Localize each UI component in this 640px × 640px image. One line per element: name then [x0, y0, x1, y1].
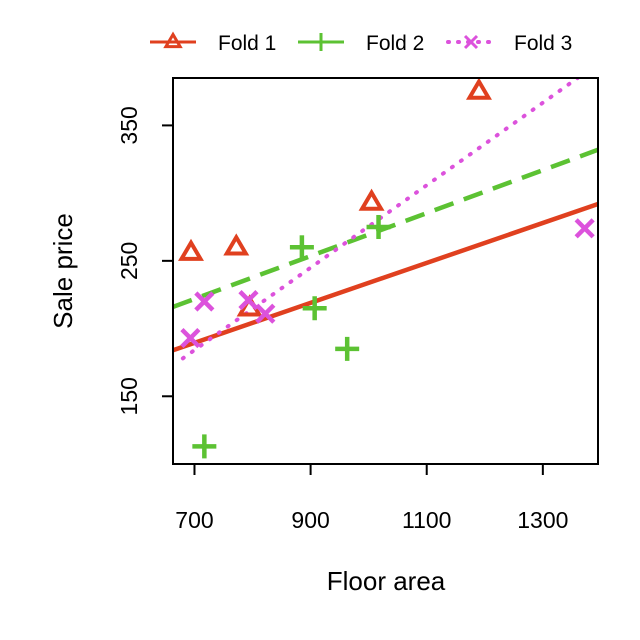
data-point-fold-1: [178, 238, 204, 261]
data-point-fold-2: [289, 235, 314, 260]
plot-area: [173, 78, 598, 459]
legend-label: Fold 1: [218, 32, 276, 55]
y-axis-title: Sale price: [48, 213, 78, 329]
data-point-fold-2: [366, 214, 391, 239]
x-axis: 700 900 1100 1300: [175, 463, 568, 533]
data-point-fold-2: [335, 336, 360, 361]
data-point-fold-1: [223, 233, 250, 256]
y-axis: 150 250 350: [116, 106, 174, 415]
data-points: [178, 78, 595, 459]
data-point-fold-3: [180, 327, 201, 349]
legend-label: Fold 3: [514, 32, 572, 55]
legend-item-fold-1: Fold 1: [150, 31, 276, 55]
y-tick-label: 150: [116, 377, 142, 415]
data-point-fold-3: [574, 218, 595, 239]
x-tick-label: 900: [291, 507, 329, 533]
data-point-fold-1: [358, 188, 385, 211]
plot-frame: [172, 77, 599, 465]
data-point-fold-3: [194, 291, 215, 312]
legend-label: Fold 2: [366, 32, 424, 55]
legend-marker: [463, 34, 479, 50]
legend-item-fold-3: Fold 3: [446, 32, 572, 55]
y-tick-label: 250: [116, 242, 142, 280]
x-tick-label: 700: [175, 507, 213, 533]
data-point-fold-3: [255, 303, 276, 324]
data-point-fold-1: [465, 78, 492, 100]
legend-item-fold-2: Fold 2: [298, 32, 424, 55]
data-point-fold-3: [238, 290, 259, 311]
legend-marker: [312, 33, 330, 51]
y-tick-label: 350: [116, 106, 142, 144]
fit-line-fold-1: [173, 201, 598, 353]
x-axis-title: Floor area: [327, 566, 446, 596]
legend-marker: [163, 31, 183, 49]
x-tick-label: 1300: [517, 507, 568, 533]
data-point-fold-2: [192, 434, 217, 459]
data-point-fold-2: [302, 296, 327, 321]
x-tick-label: 1100: [402, 507, 451, 533]
legend: Fold 1 Fold 2 Fold 3: [150, 31, 572, 55]
